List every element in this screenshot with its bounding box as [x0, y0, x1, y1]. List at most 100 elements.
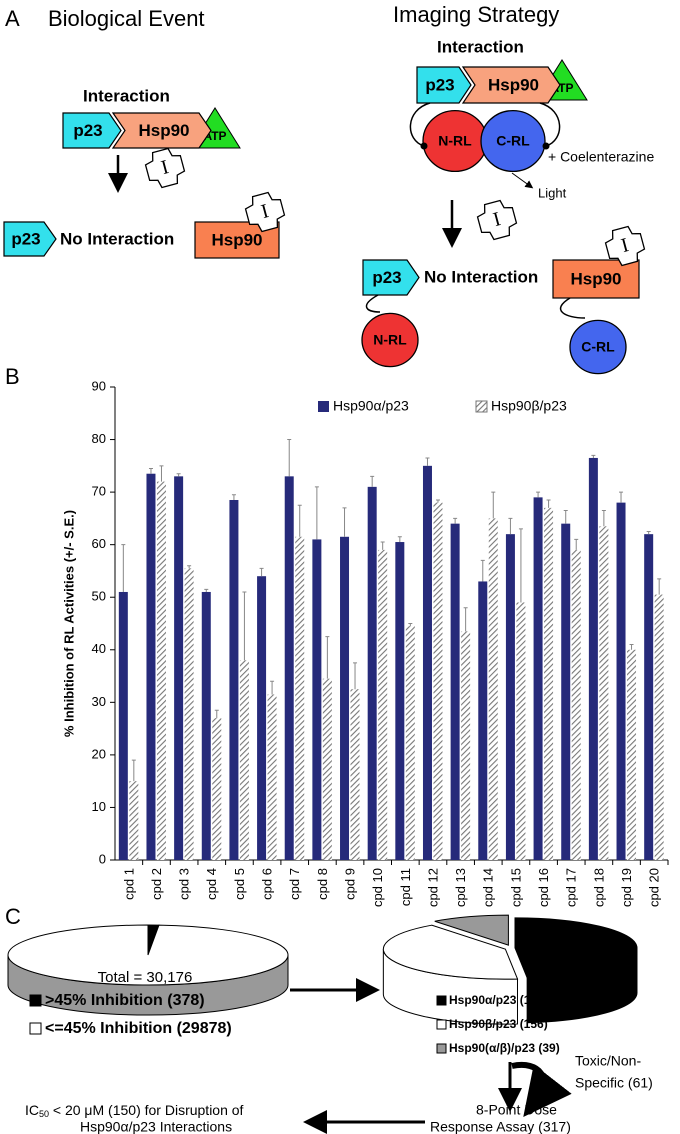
- bar: [644, 534, 654, 860]
- bar: [599, 526, 609, 860]
- error-bar: [159, 465, 164, 482]
- error-bar: [657, 578, 662, 595]
- bar: [146, 473, 156, 860]
- bar: [118, 591, 128, 860]
- label: + Coelenterazine: [548, 149, 654, 165]
- y-tick-label: 40: [92, 641, 106, 656]
- label: No Interaction: [60, 229, 174, 248]
- bar: [488, 518, 498, 860]
- legend-swatch: [436, 1043, 447, 1054]
- label: N-RL: [373, 332, 407, 348]
- y-tick-label: 90: [92, 378, 106, 393]
- hsp90-shape: [461, 66, 561, 104]
- bar: [212, 718, 222, 860]
- linker: [409, 102, 431, 147]
- y-tick-label: 20: [92, 746, 106, 761]
- error-bar: [574, 538, 579, 550]
- legend-swatch: [475, 400, 488, 413]
- error-bar: [342, 507, 347, 537]
- linker: [539, 102, 561, 147]
- error-bar: [518, 528, 523, 603]
- bar: [378, 549, 388, 860]
- bar: [405, 626, 415, 860]
- bar: [257, 576, 267, 860]
- inhibitor: I: [604, 225, 646, 267]
- error-bar: [601, 510, 606, 527]
- x-tick-label: cpd 18: [591, 868, 606, 907]
- bar: [129, 781, 139, 860]
- label: p23: [425, 75, 454, 94]
- x-tick-label: cpd 12: [425, 868, 440, 907]
- error-bar: [287, 439, 292, 477]
- pie-slice: [7, 924, 289, 986]
- label: IC50 < 20 μM (150) for Disruption of: [25, 1102, 244, 1120]
- label: Interaction: [83, 86, 170, 105]
- bar: [422, 465, 432, 860]
- hsp90-shape: [111, 112, 212, 149]
- error-bar: [214, 709, 219, 719]
- error-bar: [425, 457, 430, 466]
- bar: [516, 602, 526, 860]
- inhibitor: I: [244, 191, 286, 233]
- bar: [561, 523, 571, 860]
- y-tick-label: 30: [92, 694, 106, 709]
- error-bar: [297, 504, 302, 537]
- bar: [284, 476, 294, 860]
- label: Light: [538, 185, 567, 200]
- bar: [588, 457, 598, 860]
- error-bar: [380, 541, 385, 550]
- inhibitor: I: [476, 199, 518, 241]
- error-bar: [619, 491, 624, 503]
- bar: [544, 507, 554, 860]
- label: Hsp90: [488, 75, 539, 94]
- x-tick-label: cpd 20: [647, 868, 662, 907]
- label: Response Assay (317): [430, 1119, 571, 1134]
- bar: [461, 631, 471, 860]
- y-tick-label: 0: [99, 851, 106, 866]
- x-tick-label: cpd 8: [315, 868, 330, 900]
- panel-a-titles: A Biological Event Imaging Strategy: [5, 2, 559, 31]
- bar: [616, 502, 626, 860]
- error-bar: [480, 559, 485, 582]
- label: Toxic/Non-: [575, 1053, 641, 1069]
- label: p23: [372, 268, 401, 287]
- error-bar: [187, 565, 192, 569]
- panel-c: C Total = 30,176 >45% Inhibition (378) <=45…: [5, 904, 653, 1134]
- legend-swatch: [29, 1022, 42, 1035]
- bar: [322, 678, 332, 860]
- label: Hsp90: [570, 269, 621, 288]
- legend-swatch: [318, 401, 329, 412]
- x-tick-label: cpd 13: [453, 868, 468, 907]
- panel-letter: B: [5, 364, 20, 389]
- p23-shape: [362, 259, 420, 296]
- x-tick-label: cpd 3: [177, 868, 192, 900]
- bar: [433, 502, 443, 860]
- label: p23: [73, 121, 102, 140]
- x-tick-label: cpd 2: [149, 868, 164, 900]
- bar: [267, 694, 277, 860]
- luciferase: [569, 319, 627, 375]
- bar: [239, 660, 249, 860]
- inhibitor-shape: [144, 147, 186, 189]
- label: N-RL: [438, 133, 472, 149]
- p23-shape: [62, 112, 122, 149]
- bar: [627, 649, 637, 860]
- legend-label: Hsp90α/p23: [333, 398, 409, 414]
- error-bar: [231, 494, 236, 500]
- label: No Interaction: [424, 267, 538, 286]
- x-tick-label: cpd 15: [508, 868, 523, 907]
- error-bar: [314, 486, 319, 540]
- x-tick-label: cpd 1: [121, 868, 136, 900]
- hsp90-box: [552, 259, 640, 299]
- label: Interaction: [437, 37, 524, 56]
- error-bar: [370, 475, 375, 487]
- legend-label: <=45% Inhibition (29878): [45, 1020, 232, 1037]
- bar: [571, 549, 581, 860]
- error-bar: [121, 544, 126, 592]
- error-bar: [629, 644, 634, 650]
- error-bar: [563, 510, 568, 524]
- error-bar: [204, 588, 209, 592]
- x-tick-label: cpd 7: [287, 868, 302, 900]
